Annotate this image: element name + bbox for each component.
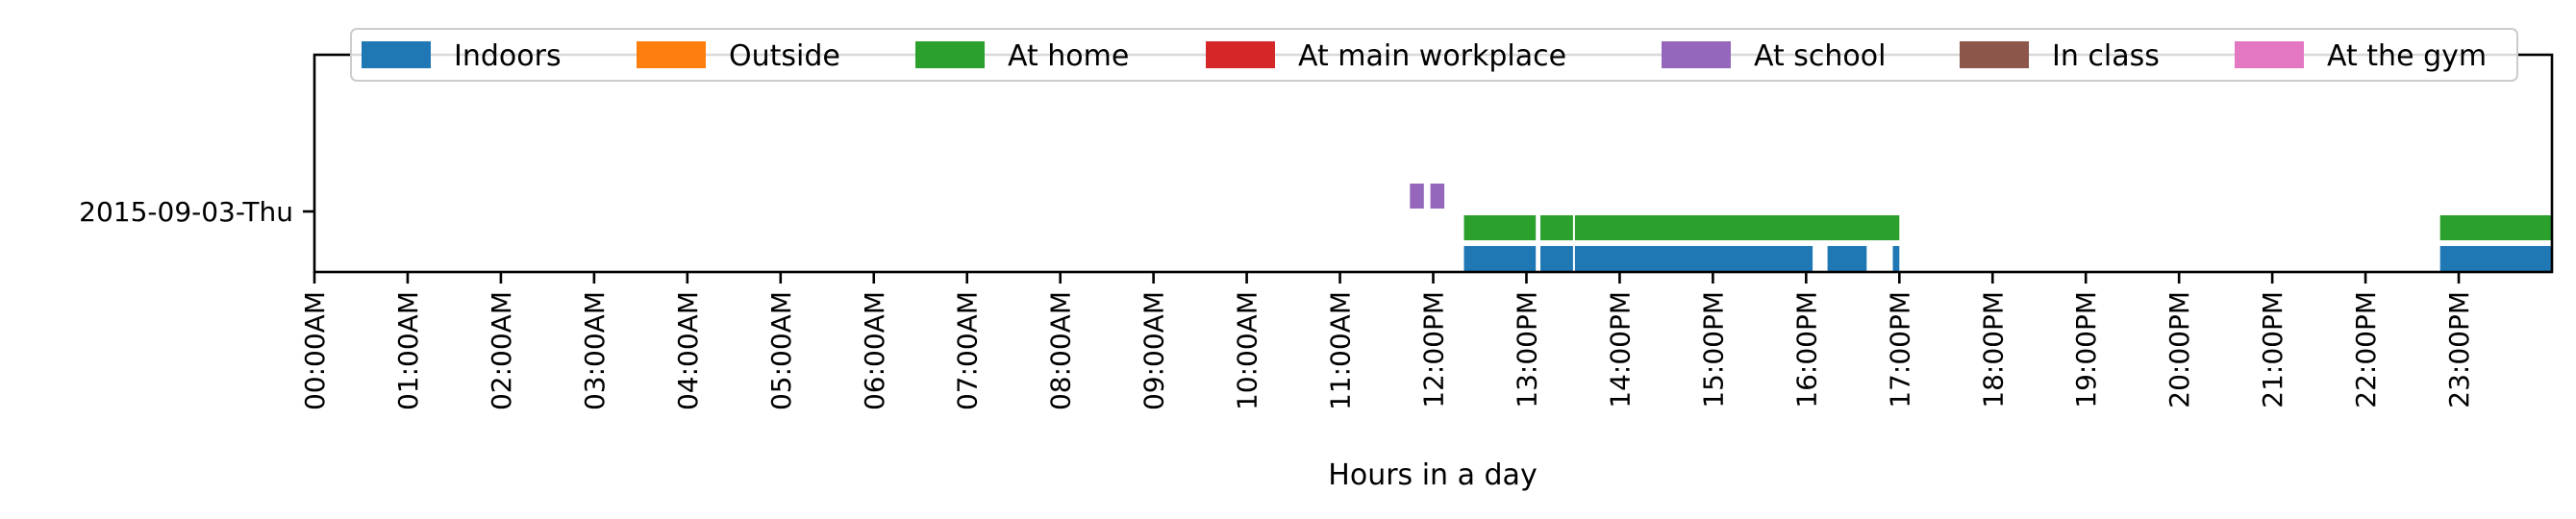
x-tick-label: 19:00PM: [2070, 291, 2102, 408]
x-tick-label: 04:00AM: [672, 291, 704, 410]
legend-label: In class: [2052, 39, 2160, 73]
legend: Indoors Outside At home At main workplace At…: [350, 28, 2518, 82]
x-tick-label: 06:00AM: [859, 291, 890, 410]
bar-indoors-4: [1892, 246, 1900, 271]
bar-at-home-0: [1463, 215, 1537, 240]
legend-swatch: [637, 41, 706, 68]
x-tick-label: 21:00PM: [2257, 291, 2288, 408]
bar-indoors-1: [1540, 246, 1573, 271]
y-tick-label: 2015-09-03-Thu: [79, 196, 293, 228]
legend-label: At main workplace: [1298, 39, 1566, 73]
x-tick-label: 12:00PM: [1418, 291, 1450, 408]
legend-swatch: [2235, 41, 2304, 68]
x-tick-label: 17:00PM: [1884, 291, 1915, 408]
legend-swatch: [1662, 41, 1731, 68]
x-axis: 00:00AM 01:00AM 02:00AM 03:00AM 04:00AM 05:00…: [299, 272, 2475, 410]
x-tick-label: 15:00PM: [1697, 291, 1729, 408]
x-tick-label: 13:00PM: [1512, 291, 1543, 408]
x-tick-label: 23:00PM: [2443, 291, 2475, 408]
x-tick-label: 08:00AM: [1045, 291, 1077, 410]
bar-indoors-3: [1827, 246, 1867, 271]
bar-at-home-2: [1574, 215, 1900, 240]
legend-label: Outside: [729, 39, 840, 73]
bar-indoors-2: [1574, 246, 1813, 271]
x-tick-label: 22:00PM: [2350, 291, 2382, 408]
x-tick-label: 01:00AM: [392, 291, 424, 410]
x-tick-label: 16:00PM: [1790, 291, 1822, 408]
x-tick-label: 09:00AM: [1138, 291, 1170, 410]
bar-indoors-5: [2439, 246, 2552, 271]
plot-frame: [313, 53, 2554, 274]
legend-swatch: [915, 41, 985, 68]
x-tick-label: 18:00PM: [1977, 291, 2009, 408]
x-tick-label: 11:00AM: [1325, 291, 1357, 410]
bar-at-school-0: [1410, 184, 1424, 209]
x-tick-label: 05:00AM: [765, 291, 797, 410]
legend-label: Indoors: [454, 39, 562, 73]
legend-label: At home: [1008, 39, 1129, 73]
y-axis: 2015-09-03-Thu: [79, 196, 314, 228]
bar-at-home-3: [2439, 215, 2552, 240]
bar-at-school-1: [1430, 184, 1445, 209]
x-tick-label: 14:00PM: [1604, 291, 1636, 408]
x-tick-label: 03:00AM: [579, 291, 611, 410]
activity-bars: [1410, 184, 2552, 271]
bar-at-home-1: [1540, 215, 1573, 240]
x-axis-label: Hours in a day: [1328, 458, 1537, 492]
bar-indoors-0: [1463, 246, 1537, 271]
legend-label: At school: [1754, 39, 1886, 73]
x-tick-label: 00:00AM: [299, 291, 331, 410]
legend-swatch: [1206, 41, 1275, 68]
legend-swatch: [362, 41, 431, 68]
x-tick-label: 10:00AM: [1232, 291, 1263, 410]
legend-swatch: [1960, 41, 2029, 68]
x-tick-label: 20:00PM: [2163, 291, 2195, 408]
legend-label: At the gym: [2327, 39, 2487, 73]
x-tick-label: 02:00AM: [486, 291, 517, 410]
x-tick-label: 07:00AM: [952, 291, 984, 410]
